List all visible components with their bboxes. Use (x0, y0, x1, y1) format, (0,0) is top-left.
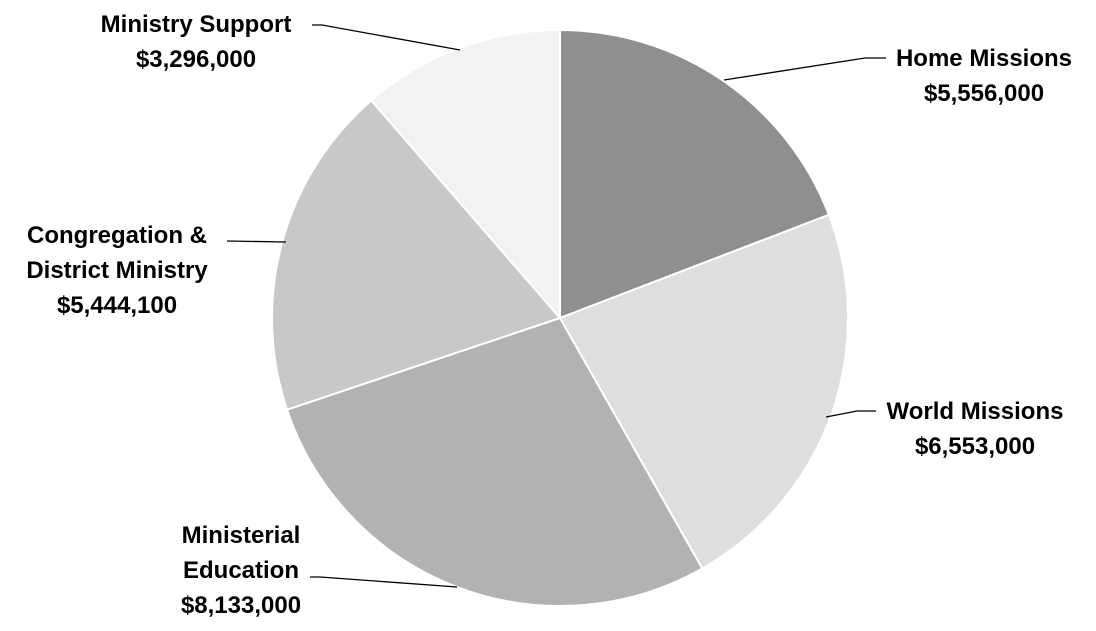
slice-label-value: $3,296,000 (136, 46, 256, 73)
label-home-missions: Home Missions $5,556,000 (896, 45, 1072, 107)
slice-label-name: Home Missions (896, 45, 1072, 72)
leader-line (312, 24, 461, 51)
slice-label-name: Ministerial (182, 522, 301, 549)
slice-label-value: $8,133,000 (181, 592, 301, 619)
slice-label-name: World Missions (887, 398, 1064, 425)
label-ministerial-education: Ministerial Education $8,133,000 (181, 522, 301, 619)
slice-label-value: $6,553,000 (915, 433, 1035, 460)
pie-slices (271, 28, 849, 607)
leader-line (723, 57, 886, 81)
slice-label-name: Education (183, 557, 299, 584)
pie-slice-ministerial-education (285, 316, 704, 607)
leader-line (310, 576, 458, 588)
label-world-missions: World Missions $6,553,000 (887, 398, 1064, 460)
leader-line (825, 410, 876, 418)
slice-label-name: Ministry Support (101, 11, 292, 38)
label-ministry-support: Ministry Support $3,296,000 (101, 11, 292, 73)
leader-lines (226, 24, 886, 588)
slice-label-value: $5,444,100 (57, 292, 177, 319)
pie-slice-ministry-support (369, 28, 561, 321)
slice-label-value: $5,556,000 (924, 80, 1044, 107)
leader-line (226, 240, 287, 243)
pie-slice-world-missions (558, 213, 849, 570)
slice-label-name: Congregation & (27, 222, 207, 249)
slice-label-name: District Ministry (26, 257, 208, 284)
label-congregation-district-ministry: Congregation & District Ministry $5,444,… (26, 222, 208, 319)
pie-slice-home-missions (559, 28, 831, 320)
